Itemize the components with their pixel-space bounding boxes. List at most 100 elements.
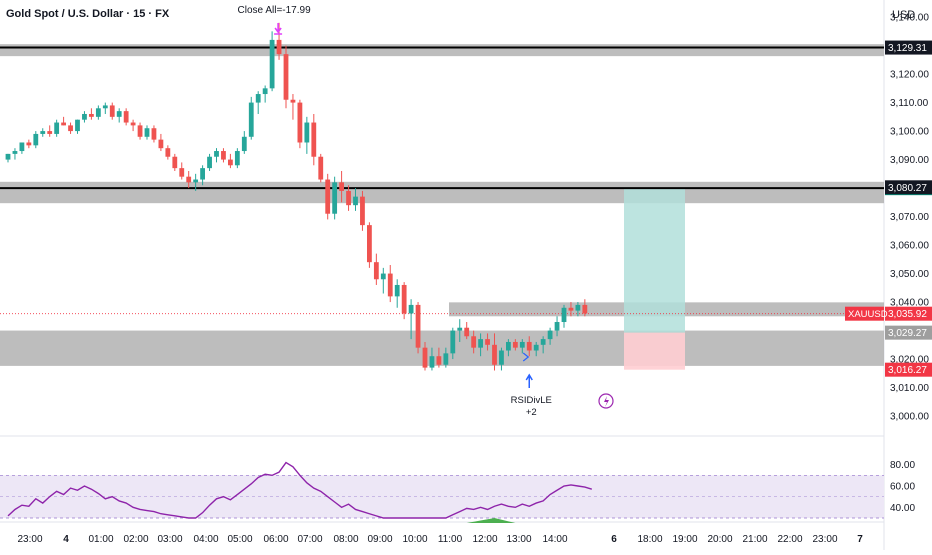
candle-body <box>151 128 157 140</box>
candle-body <box>158 139 164 149</box>
time-tick-label: 09:00 <box>367 534 392 545</box>
candle-body <box>214 151 219 157</box>
stop-loss-zone <box>624 332 685 370</box>
price-tick-label: 3,110.00 <box>890 98 929 109</box>
time-tick-label: 08:00 <box>333 534 358 545</box>
time-tick-label: 06:00 <box>263 534 288 545</box>
price-tick-label: 3,040.00 <box>890 298 929 309</box>
candle-body <box>54 122 60 134</box>
time-tick-label: 22:00 <box>777 534 802 545</box>
candle-body <box>304 122 310 143</box>
price-tick-label: 3,100.00 <box>890 127 929 138</box>
lightning-glyph <box>604 396 609 407</box>
candle-body <box>144 128 150 137</box>
candle-body <box>207 156 212 169</box>
time-tick-label: 18:00 <box>637 534 662 545</box>
time-tick-label: 04:00 <box>193 534 218 545</box>
time-tick-label: 23:00 <box>17 534 42 545</box>
price-axis-label-text: 3,016.27 <box>888 365 927 376</box>
candle-body <box>547 330 553 340</box>
candle-body <box>561 307 567 323</box>
candle-body <box>255 94 261 103</box>
close-all-annotation: Close All=-17.99 <box>238 5 312 16</box>
candle-body <box>137 125 143 137</box>
candle-body <box>485 339 490 345</box>
rsidivle-annotation: RSIDivLE <box>511 395 552 406</box>
currency-label: USD <box>892 9 916 21</box>
support-resistance-zone <box>0 181 884 204</box>
candle-body <box>394 284 400 297</box>
candle-body <box>47 131 53 134</box>
time-tick-label: 13:00 <box>506 534 531 545</box>
candle-body <box>506 341 511 351</box>
candle-body <box>241 136 247 152</box>
time-tick-label: 10:00 <box>402 534 427 545</box>
candle-body <box>353 196 358 206</box>
take-profit-zone <box>624 188 685 333</box>
candle-body <box>533 344 539 351</box>
candle-body <box>387 273 393 297</box>
candle-body <box>19 142 25 152</box>
time-tick-label: 05:00 <box>227 534 252 545</box>
candle-body <box>471 336 477 348</box>
symbol-tag <box>845 306 884 321</box>
price-tick-label: 3,010.00 <box>890 383 929 394</box>
candle-body <box>186 176 192 183</box>
price-axis-label-text: 3,080.27 <box>888 183 927 194</box>
candle-body <box>262 88 268 95</box>
rsi-divergence-fill <box>466 518 516 523</box>
signal-count-annotation: +2 <box>526 407 537 418</box>
candle-body <box>575 304 581 311</box>
candle-body <box>568 307 574 311</box>
candle-body <box>290 99 296 103</box>
price-axis-label <box>885 40 932 55</box>
candle-body <box>325 179 331 214</box>
candle-body <box>443 353 449 365</box>
price-tick-label: 3,120.00 <box>890 70 929 81</box>
candle-body <box>82 113 87 120</box>
price-tick-label: 3,090.00 <box>890 155 929 166</box>
candle-body <box>248 102 254 137</box>
candle-body <box>499 350 504 365</box>
candle-body <box>200 168 205 180</box>
candle-body <box>130 122 136 126</box>
time-tick-label: 7 <box>857 534 863 545</box>
candle-body <box>429 356 435 368</box>
candle-body <box>68 125 73 132</box>
time-tick-label: 23:00 <box>812 534 837 545</box>
candle-body <box>415 304 421 348</box>
candle-body <box>221 151 226 160</box>
candle-body <box>193 179 199 183</box>
price-tick-label: 3,060.00 <box>890 241 929 252</box>
rsi-line <box>7 461 593 519</box>
candle-body <box>95 108 101 117</box>
time-tick-label: 4 <box>63 534 69 545</box>
candle-body <box>172 156 178 169</box>
price-tick-label: 3,140.00 <box>890 13 929 24</box>
rsi-tick-label: 60.00 <box>890 482 915 493</box>
candle-body <box>401 284 407 314</box>
candle-body <box>75 119 80 132</box>
time-tick-label: 01:00 <box>88 534 113 545</box>
candle-body <box>12 151 18 154</box>
time-tick-label: 21:00 <box>742 534 767 545</box>
candle-body <box>373 262 379 280</box>
candle-body <box>89 113 94 117</box>
rsi-tick-label: 40.00 <box>890 503 915 514</box>
price-axis-label <box>885 362 932 377</box>
candle-body <box>582 304 588 314</box>
candle-body <box>436 356 442 365</box>
rsi-tick-label: 80.00 <box>890 460 915 471</box>
candle-body <box>478 339 483 348</box>
candle-body <box>109 105 115 117</box>
candle-body <box>519 341 525 348</box>
candle-body <box>464 327 470 337</box>
price-tick-label: 3,070.00 <box>890 212 929 223</box>
entry-arrow-icon <box>525 373 533 388</box>
candle-body <box>26 142 32 146</box>
candle-body <box>102 105 108 109</box>
price-tick-label: 3,020.00 <box>890 355 929 366</box>
time-tick-label: 02:00 <box>123 534 148 545</box>
